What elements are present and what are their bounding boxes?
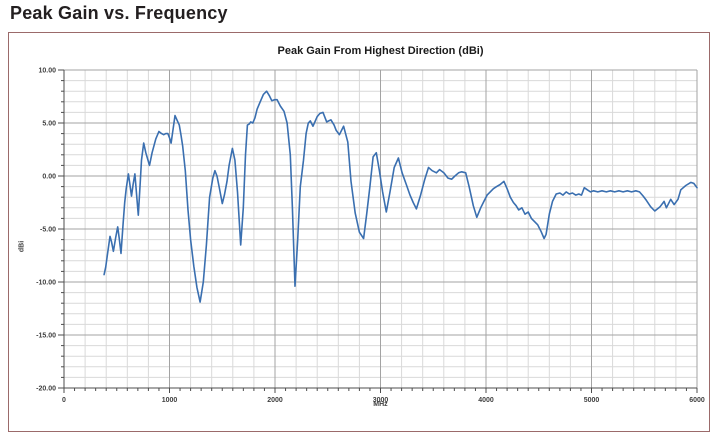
x-tick-label: 0 [62,397,66,404]
x-axis-label: MHz [373,401,388,408]
y-tick-label: -20.00 [36,386,56,393]
y-tick-label: -15.00 [36,333,56,340]
y-tick-label: 10.00 [38,68,56,75]
gain-vs-frequency-chart: 0 1000 2000 3000 4000 5000 6000 10.00 5.00 0.00 -5… [36,68,705,405]
y-tick-label: -10.00 [36,280,56,287]
x-tick-label: 2000 [267,397,283,404]
y-tick-label: 0.00 [42,174,56,181]
page-title: Peak Gain vs. Frequency [10,3,228,23]
gain-series-line [103,90,698,303]
x-tick-label: 6000 [689,397,705,404]
chart-title: Peak Gain From Highest Direction (dBi) [277,45,484,57]
y-tick-label: -5.00 [40,227,56,234]
x-tick-label: 3000 [373,397,389,404]
x-tick-label: 5000 [584,397,600,404]
chart-panel: Peak Gain From Highest Direction (dBi) d… [8,32,710,432]
y-tick-label: 5.00 [42,121,56,128]
x-tick-label: 4000 [478,397,494,404]
x-tick-label: 1000 [162,397,178,404]
